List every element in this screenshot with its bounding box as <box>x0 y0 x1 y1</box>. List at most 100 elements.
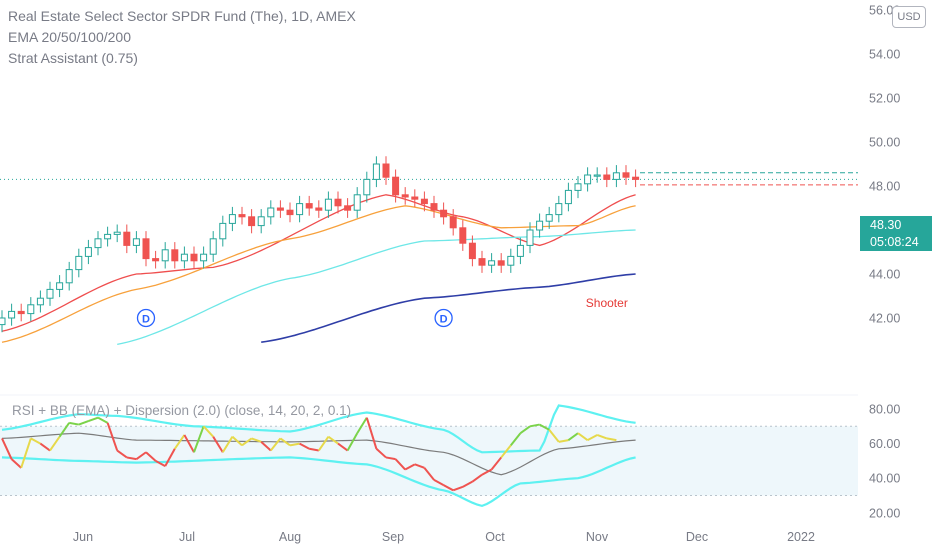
d-marker-label-2: D <box>440 314 448 326</box>
candle-body <box>401 194 409 198</box>
rsi-segment <box>97 416 109 424</box>
time-axis-label: Sep <box>382 530 404 544</box>
candle-body <box>152 258 160 262</box>
ema-line-4 <box>261 273 636 343</box>
last-price-badge: 48.30 <box>860 216 932 234</box>
time-axis-label: Oct <box>485 530 505 544</box>
candle-body <box>94 238 102 249</box>
candle-body <box>449 216 457 229</box>
time-axis-label: Jun <box>73 530 93 544</box>
price-axis-label: 50.00 <box>869 136 900 150</box>
rsi-segment <box>577 432 589 441</box>
rsi-segment <box>481 468 493 476</box>
ema-legend[interactable]: EMA 20/50/100/200 <box>8 29 131 45</box>
currency-button[interactable]: USD <box>892 6 926 28</box>
candle-body <box>104 233 112 240</box>
candle-body <box>334 198 342 207</box>
rsi-segment <box>299 442 310 450</box>
rsi-segment <box>443 484 454 492</box>
rsi-segment <box>539 423 550 431</box>
candle-body <box>286 209 294 216</box>
candle-body <box>267 207 275 218</box>
rsi-segment <box>433 479 445 486</box>
rsi-segment <box>375 448 387 459</box>
candle-body <box>468 242 476 260</box>
rsi-segment <box>452 485 464 492</box>
candle-body <box>363 178 371 196</box>
time-axis-label: Nov <box>586 530 609 544</box>
rsi-segment <box>394 458 406 471</box>
candle-body <box>632 176 640 180</box>
candle-body <box>209 238 217 255</box>
rsi-segment <box>49 436 61 452</box>
candle-body <box>392 176 400 196</box>
candle-body <box>84 247 92 257</box>
candle-body <box>0 317 6 326</box>
candle-body <box>344 205 352 211</box>
rsi-segment <box>529 423 540 428</box>
candle-body <box>248 216 256 227</box>
candle-body <box>536 220 544 231</box>
candle-body <box>603 174 611 180</box>
rsi-segment <box>20 438 32 469</box>
price-axis-label: 48.00 <box>869 180 900 194</box>
candle-body <box>497 260 505 266</box>
rsi-segment <box>251 437 262 443</box>
d-marker-2 <box>434 308 453 328</box>
candle-body <box>612 172 620 180</box>
candle-body <box>276 207 284 211</box>
rsi-segment <box>116 449 128 459</box>
rsi-segment <box>289 442 300 447</box>
time-axis-label: Dec <box>686 530 708 544</box>
candle-body <box>238 214 246 218</box>
rsi-segment <box>500 444 512 459</box>
candle-body <box>180 253 188 262</box>
rsi-segment <box>519 425 531 435</box>
rsi-segment <box>106 422 119 451</box>
rsi-segment <box>279 437 291 447</box>
candle-body <box>584 174 592 185</box>
rsi-segment <box>385 456 396 461</box>
candle-body <box>372 163 380 180</box>
rsi-segment <box>309 447 319 452</box>
rsi-segment <box>145 451 157 462</box>
rsi-segment <box>212 436 224 453</box>
candle-body <box>593 174 601 177</box>
candle-body <box>488 260 496 266</box>
rsi-axis-label: 20.00 <box>869 506 900 520</box>
time-axis-label: Aug <box>279 530 301 544</box>
rsi-segment <box>596 434 608 440</box>
candle-body <box>526 229 534 246</box>
rsi-segment <box>78 420 89 426</box>
candle-body <box>257 216 265 227</box>
candle-body <box>430 203 438 211</box>
rsi-segment <box>183 434 195 453</box>
symbol-title: Real Estate Select Sector SPDR Fund (The… <box>8 8 356 24</box>
price-axis-label: 42.00 <box>869 312 900 326</box>
rsi-axis-label: 60.00 <box>869 437 900 451</box>
rsi-segment <box>567 432 579 441</box>
rsi-segment <box>270 437 282 452</box>
candle-body <box>113 231 121 235</box>
rsi-zone-background <box>0 426 858 496</box>
candle-body <box>324 198 332 211</box>
rsi-legend[interactable]: RSI + BB (EMA) + Dispersion (2.0) (close… <box>12 403 352 418</box>
strat-assistant-legend[interactable]: Strat Assistant (0.75) <box>8 50 138 66</box>
rsi-segment <box>173 434 186 450</box>
rsi-segment <box>558 439 569 443</box>
candle-body <box>440 209 448 218</box>
time-axis-label: 2022 <box>787 530 815 544</box>
candle-body <box>622 172 630 178</box>
rsi-segment <box>423 467 435 481</box>
rsi-segment <box>404 463 416 471</box>
candle-body <box>382 163 390 178</box>
rsi-segment <box>346 432 359 452</box>
candle-body <box>228 214 236 224</box>
rsi-segment <box>260 441 272 452</box>
candle-body <box>56 282 64 290</box>
candle-body <box>564 189 572 205</box>
d-marker-1 <box>136 308 156 328</box>
rsi-segment <box>135 451 147 460</box>
candle-body <box>545 214 553 222</box>
